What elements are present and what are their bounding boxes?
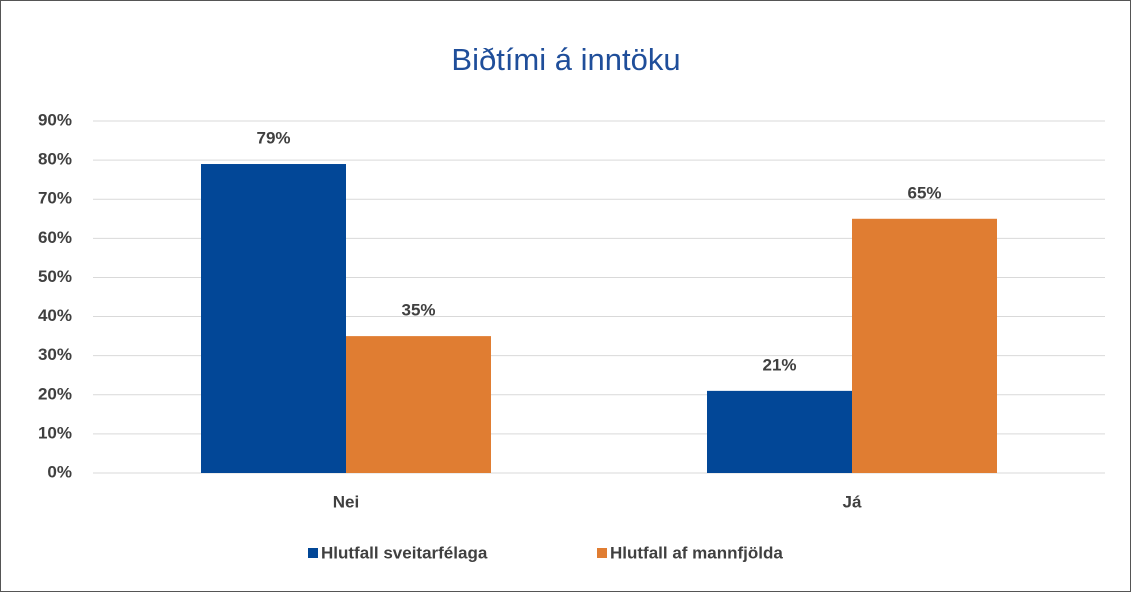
legend-swatch [308,548,318,558]
y-tick-label: 10% [38,423,72,442]
bar [707,390,852,473]
legend-label: Hlutfall sveitarfélaga [321,543,488,562]
y-tick-label: 50% [38,267,72,286]
legend-label: Hlutfall af mannfjölda [610,543,783,562]
chart-title: Biðtími á inntöku [451,42,680,77]
y-tick-label: 80% [38,150,72,169]
legend-swatch [597,548,607,558]
data-label: 79% [256,129,290,148]
y-tick-label: 0% [47,462,72,481]
data-label: 21% [762,355,796,374]
bar [201,164,346,473]
y-tick-label: 60% [38,228,72,247]
x-tick-label: Já [843,492,862,511]
y-tick-label: 30% [38,345,72,364]
x-tick-label: Nei [333,492,359,511]
y-tick-label: 20% [38,384,72,403]
data-label: 65% [907,183,941,202]
y-tick-label: 40% [38,306,72,325]
y-tick-label: 90% [38,110,72,129]
data-label: 35% [401,301,435,320]
y-tick-label: 70% [38,189,72,208]
bar [346,336,491,473]
bar [852,218,997,473]
